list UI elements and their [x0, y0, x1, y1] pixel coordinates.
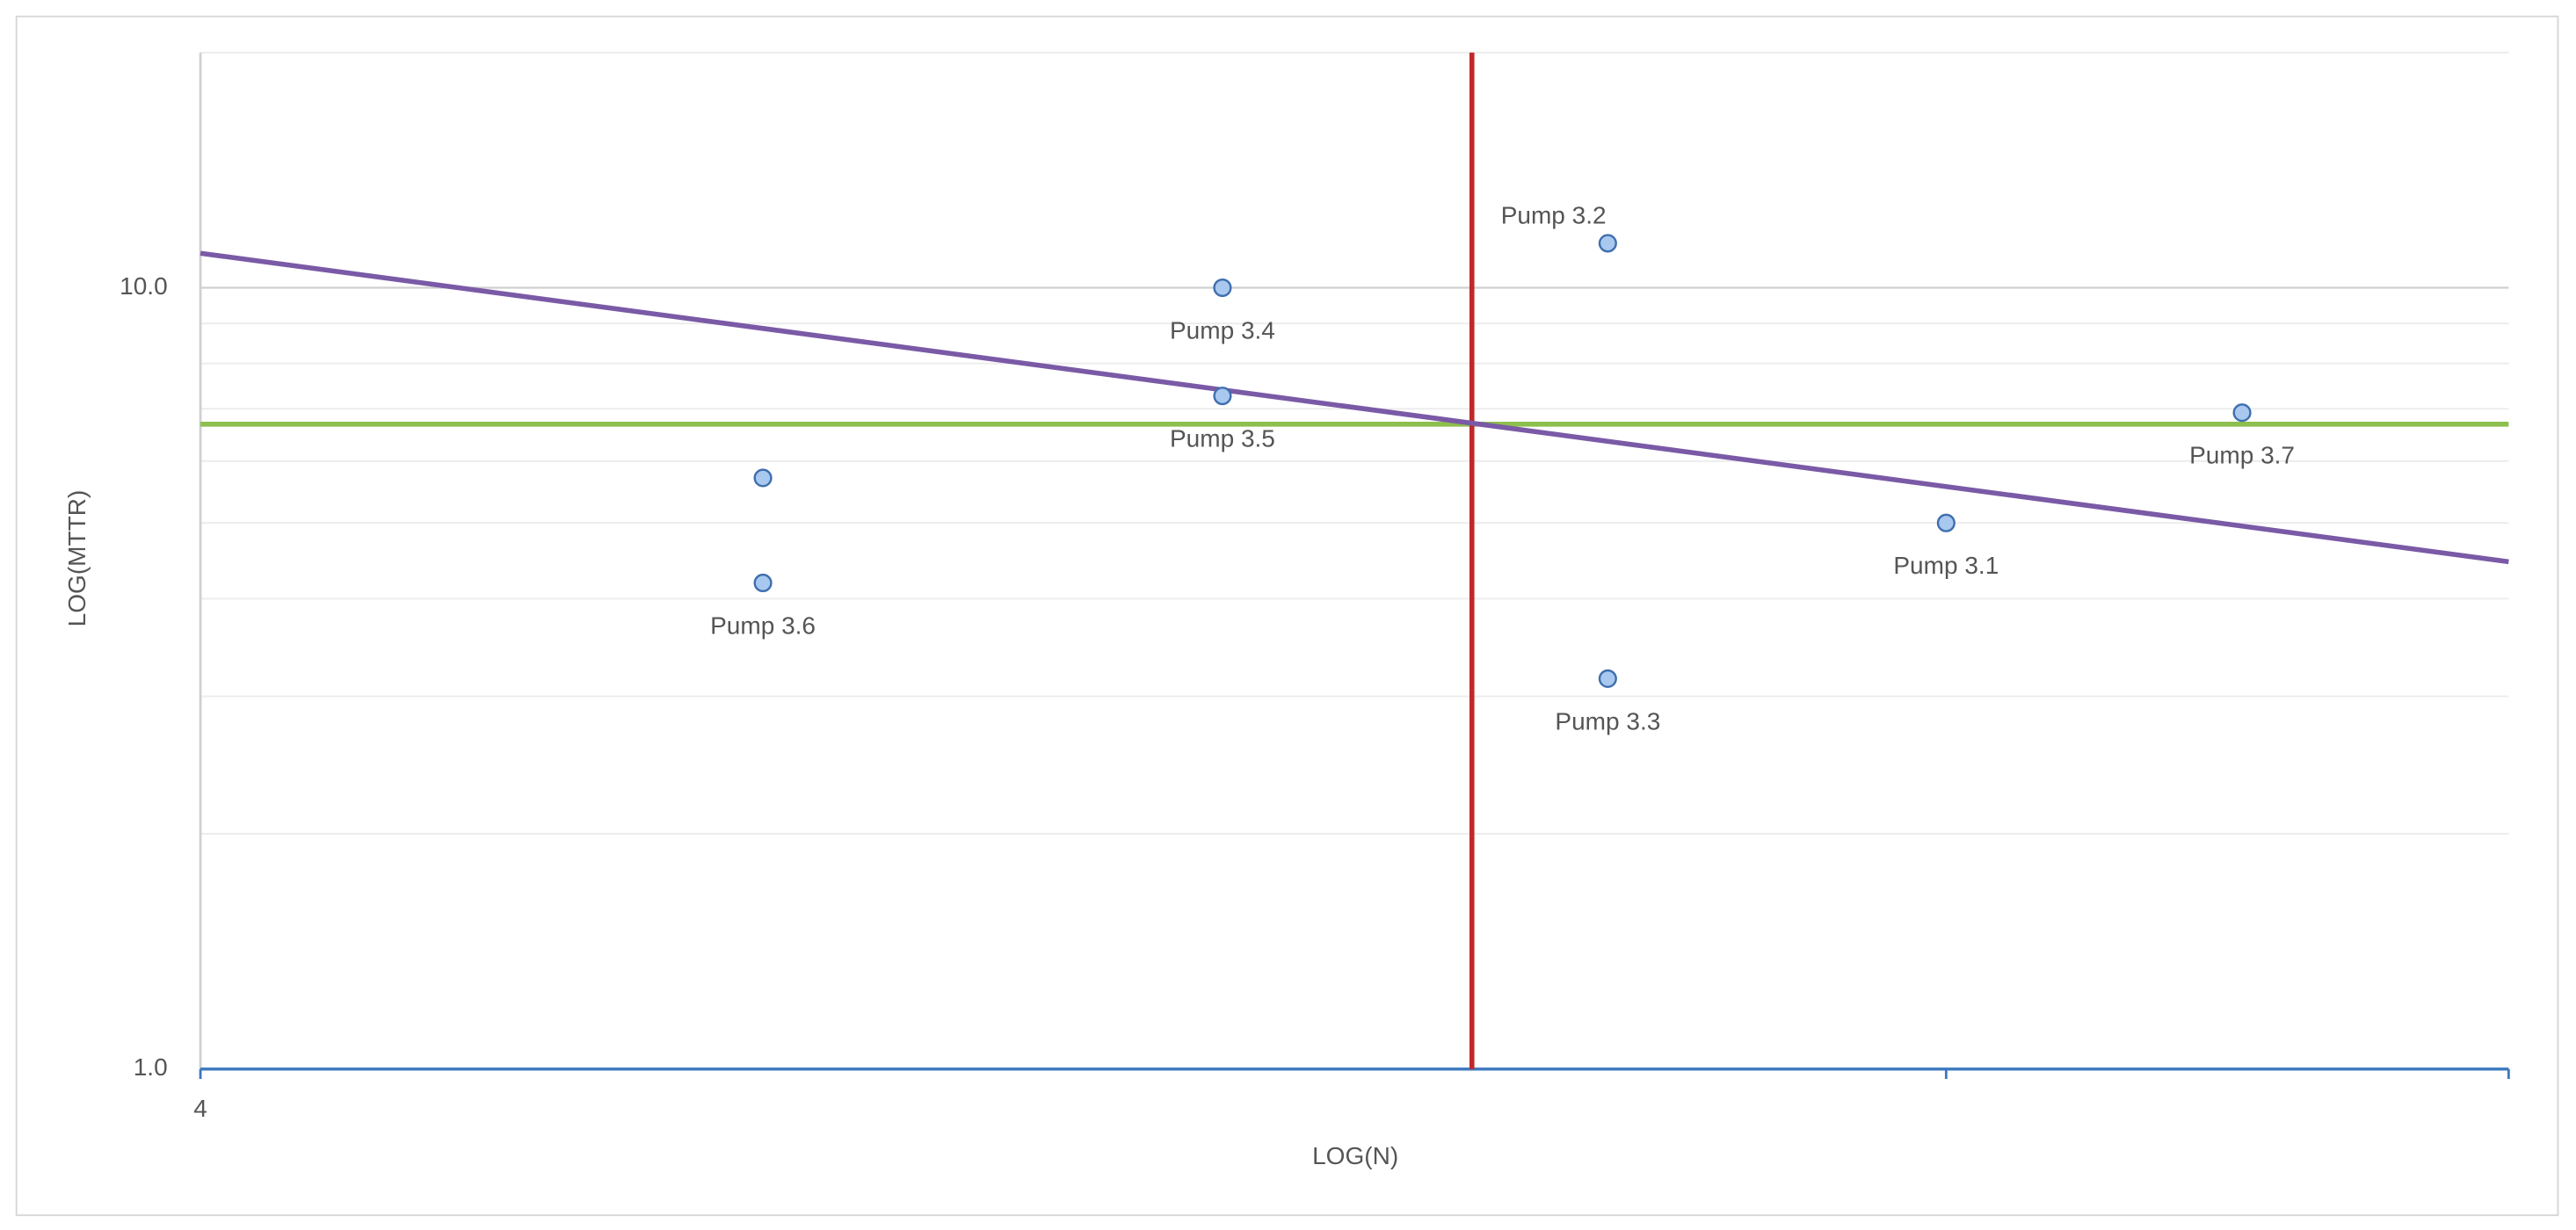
point-label: Pump 3.4: [1170, 316, 1275, 344]
point: [1213, 387, 1232, 406]
point-label: Pump 3.2: [1501, 201, 1607, 228]
y-tick-label: 1.0: [134, 1053, 168, 1081]
point: [1936, 513, 1956, 532]
y-axis-label: LOG(MTTR): [63, 490, 91, 627]
chart-frame: [15, 15, 2559, 1217]
x-axis-label: LOG(N): [1312, 1142, 1398, 1169]
x-tick-label: 4: [193, 1095, 207, 1122]
point-label: Pump 3.7: [2189, 442, 2295, 469]
point: [753, 468, 773, 488]
point-label: Pump 3.1: [1893, 552, 1999, 579]
y-tick-label: 10.0: [120, 272, 168, 300]
point: [1213, 278, 1232, 298]
point: [753, 573, 773, 593]
point: [2232, 403, 2252, 423]
point: [1598, 669, 1617, 689]
point-label: Pump 3.3: [1555, 707, 1660, 734]
point-label: Pump 3.5: [1170, 425, 1275, 452]
point: [1598, 234, 1617, 253]
point-label: Pump 3.6: [710, 611, 816, 639]
trendline: [200, 250, 2509, 565]
